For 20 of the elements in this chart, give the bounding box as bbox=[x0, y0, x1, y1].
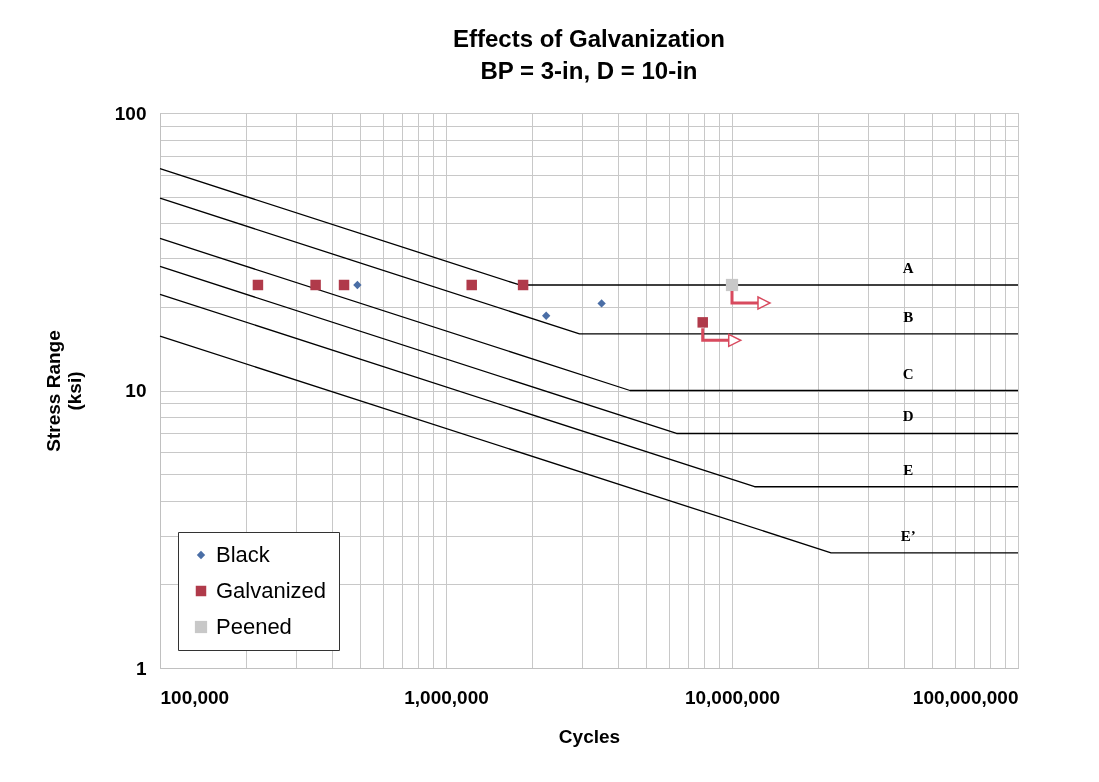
x-axis-title: Cycles bbox=[558, 725, 621, 747]
chart-subtitle: BP = 3-in, D = 10-in bbox=[480, 57, 698, 84]
x-tick-label: 10,000,000 bbox=[684, 686, 781, 708]
annotation: A bbox=[902, 259, 914, 276]
y-tick-label: 100 bbox=[114, 102, 147, 124]
y-tick-label: 1 bbox=[135, 657, 147, 679]
x-tick-label: 1,000,000 bbox=[404, 686, 489, 708]
legend-label: Galvanized bbox=[216, 578, 327, 603]
chart-title: Effects of Galvanization bbox=[452, 25, 726, 52]
annotation: D bbox=[902, 408, 914, 425]
annotation: E bbox=[903, 461, 914, 478]
annotation: B bbox=[903, 308, 914, 325]
y-tick-label: 10 bbox=[125, 380, 147, 401]
y-axis-title: Stress Range (ksi) bbox=[42, 330, 85, 452]
x-tick-label: 100,000 bbox=[160, 686, 230, 708]
annotation: E’ bbox=[900, 527, 916, 544]
annotation: C bbox=[902, 365, 914, 382]
x-tick-label: 100,000,000 bbox=[912, 686, 1019, 708]
legend-label: Black bbox=[216, 542, 271, 567]
legend-label: Peened bbox=[216, 614, 292, 639]
